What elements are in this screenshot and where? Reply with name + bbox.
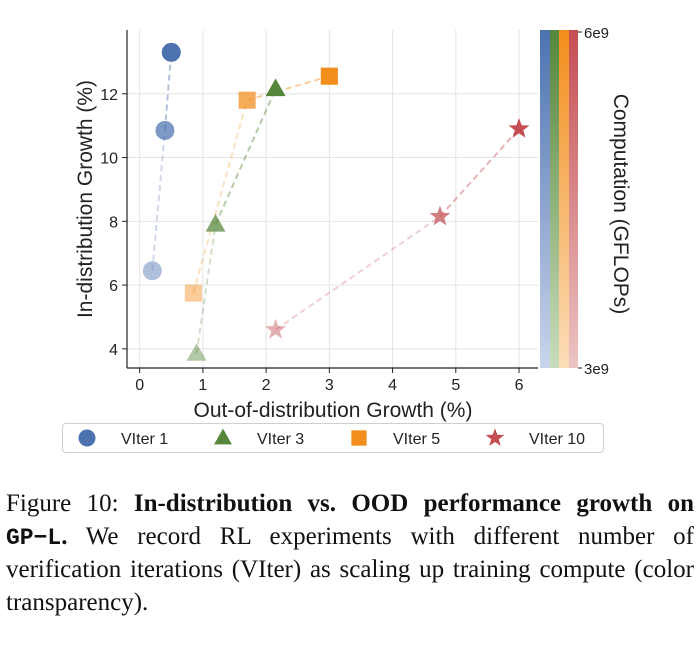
x-tick-label: 0 [135,377,144,394]
x-tick-label: 6 [515,377,524,394]
series-line-viter1 [151,130,166,271]
legend-marker-viter1-icon [78,429,96,447]
data-point-viter1 [155,120,175,140]
legend: VIter 1 VIter 3 VIter 5 VIter 10 [62,423,604,453]
colorbar-strip-viter1 [540,30,550,368]
legend-marker-viter3-icon [214,428,232,445]
data-point-viter1 [161,42,181,62]
legend-item-viter10: VIter 10 [485,428,585,448]
legend-label-viter3: VIter 3 [257,431,304,448]
y-tick-label: 6 [109,278,118,295]
legend-label-viter1: VIter 1 [121,431,168,448]
data-points [142,42,530,361]
data-point-viter10 [508,117,530,138]
x-tick-label: 4 [388,377,397,394]
legend-marker-viter5-icon [351,430,367,446]
colorbar-bottom-label: 3e9 [584,361,609,378]
grid [127,30,538,368]
x-tick-label: 5 [451,377,460,394]
legend-label-viter10: VIter 10 [529,431,585,448]
x-tick-label: 2 [262,377,271,394]
colorbar-label: Computation (GFLOPs) [609,94,632,315]
colorbar-strip-viter10 [569,30,578,368]
data-point-viter3 [186,343,207,361]
y-tick-label: 10 [100,151,118,168]
legend-item-viter1: VIter 1 [78,429,168,448]
series-line-viter5 [192,99,249,294]
legend-label-viter5: VIter 5 [393,431,440,448]
series-line-viter10 [275,215,441,331]
y-tick-label: 8 [109,214,118,231]
x-tick-label: 1 [198,377,207,394]
data-point-viter3 [205,214,226,232]
colorbar-strip-viter5 [559,30,569,368]
y-axis-label: In-distribution Growth (%) [74,80,97,318]
figure-number: Figure 10: [6,490,119,517]
caption-dataset: GP−L [6,524,62,551]
series-line-viter1 [163,52,173,131]
colorbar-strip-viter3 [550,30,559,368]
x-tick-label: 3 [325,377,334,394]
legend-entries: VIter 1 VIter 3 VIter 5 VIter 10 [78,428,585,448]
figure-caption: Figure 10: In-distribution vs. OOD perfo… [6,488,694,619]
y-tick-label: 4 [109,342,118,359]
data-point-viter5 [320,67,338,85]
data-point-viter5 [184,284,202,302]
data-point-viter10 [429,205,451,226]
caption-title: In-distribution vs. OOD performance grow… [133,490,694,517]
legend-item-viter5: VIter 5 [351,430,440,448]
data-point-viter10 [265,318,286,339]
data-point-viter5 [238,91,256,109]
data-point-viter1 [142,261,162,281]
legend-marker-viter10-icon [485,428,505,446]
series-line-viter10 [439,128,520,218]
series-lines [151,52,520,354]
legend-item-viter3: VIter 3 [214,428,304,448]
colorbar: 6e9 3e9 Computation (GFLOPs) [540,25,632,378]
colorbar-top-label: 6e9 [584,25,609,42]
y-tick-label: 12 [100,87,118,104]
series-line-viter3 [195,224,217,354]
data-point-viter3 [265,78,286,97]
series-line-viter3 [214,88,277,225]
axes [126,30,538,369]
series-line-viter5 [246,75,330,102]
x-axis-label: Out-of-distribution Growth (%) [194,399,473,422]
caption-body: We record RL experiments with different … [6,522,694,616]
caption-title-end: . [61,522,68,550]
